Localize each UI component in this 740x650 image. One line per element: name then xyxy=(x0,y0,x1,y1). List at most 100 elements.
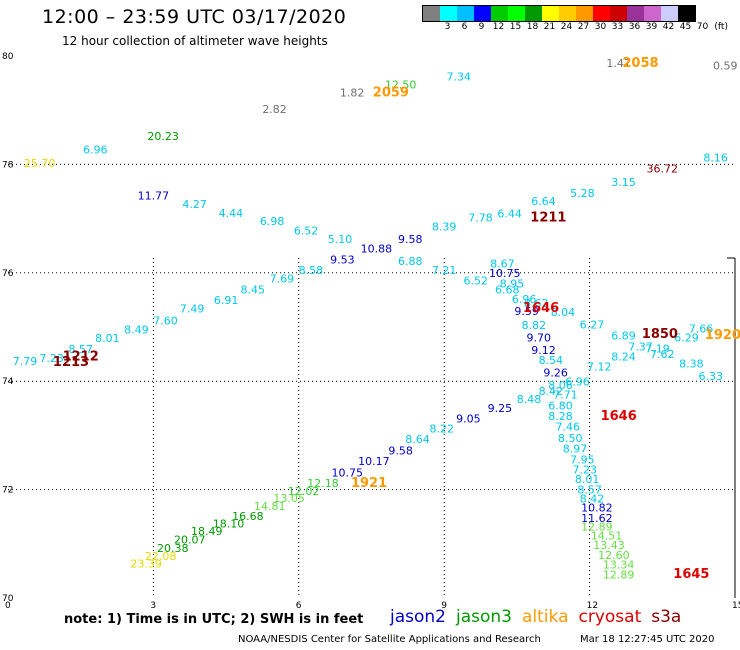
wave-height-label: 20.38 xyxy=(157,542,189,555)
wave-height-label: 7.23 xyxy=(573,463,598,476)
pass-time-label: 1921 xyxy=(351,476,387,491)
color-scale-label: 70 xyxy=(696,22,709,32)
color-scale-label: 12 xyxy=(492,22,505,32)
pass-time-label: 1850 xyxy=(642,327,678,342)
color-scale-label: 21 xyxy=(543,22,556,32)
wave-height-label: 9.12 xyxy=(531,344,556,357)
color-swatch xyxy=(559,6,576,21)
wave-height-label: 3.15 xyxy=(611,176,636,189)
wave-height-label: 7.60 xyxy=(153,314,178,327)
color-swatch xyxy=(678,6,695,21)
wave-height-points: 1.47 0.59 7.34 12.50 1.82 2.82 20.23 6.96 25.70 8… xyxy=(13,57,738,582)
y-tick-label: 76 xyxy=(2,269,14,279)
wave-height-label: 8.95 xyxy=(500,277,525,290)
color-scale-label: 15 xyxy=(509,22,522,32)
credit-line: NOAA/NESDIS Center for Satellite Applica… xyxy=(238,634,541,645)
color-scale-label: 33 xyxy=(611,22,624,32)
color-scale-label: 36 xyxy=(628,22,641,32)
wave-height-label: 25.70 xyxy=(24,157,56,170)
wave-height-label: 7.23 xyxy=(39,352,64,365)
wave-height-label: 6.29 xyxy=(674,332,699,345)
wave-height-label: 6.64 xyxy=(531,195,556,208)
page-subtitle: 12 hour collection of altimeter wave hei… xyxy=(62,34,328,48)
wave-height-label: 10.75 xyxy=(332,467,364,480)
pass-time-label: 1645 xyxy=(673,567,709,582)
wave-height-label: 6.44 xyxy=(497,208,522,221)
wave-height-label: 2.82 xyxy=(262,103,287,116)
wave-height-label: 6.88 xyxy=(398,255,423,268)
wave-height-label: 13.34 xyxy=(603,559,635,572)
wave-height-label: 7.66 xyxy=(689,322,714,335)
wave-height-label: 6.96 xyxy=(565,376,590,389)
color-swatch xyxy=(644,6,661,21)
legend-cryosat: cryosat xyxy=(578,607,642,627)
legend-jason3: jason3 xyxy=(456,607,512,627)
wave-height-label: 8.42 xyxy=(539,385,564,398)
wave-height-label: 36.72 xyxy=(647,163,679,176)
wave-height-label: 8.50 xyxy=(558,432,583,445)
wave-height-label: 4.27 xyxy=(182,198,207,211)
pass-time-label: 1920 xyxy=(705,328,740,343)
wave-height-label: 8.01 xyxy=(95,332,120,345)
color-scale-label: 6 xyxy=(461,22,468,32)
wave-height-label: 20.07 xyxy=(174,533,206,546)
wave-height-label: 8.04 xyxy=(551,306,576,319)
generated-timestamp: Mar 18 12:27:45 UTC 2020 xyxy=(580,634,715,645)
wave-height-label: 7.62 xyxy=(650,348,675,361)
wave-height-label: 8.54 xyxy=(539,354,564,367)
wave-height-label: 12.50 xyxy=(385,79,417,92)
legend-jason2: jason2 xyxy=(390,607,446,627)
wave-height-label: 8.24 xyxy=(611,351,636,364)
wave-height-label: 8.64 xyxy=(405,433,430,446)
wave-height-label: 4.44 xyxy=(219,207,244,220)
wave-height-label: 9.58 xyxy=(398,233,423,246)
units-label: (ft) xyxy=(714,22,728,32)
wave-height-label: 7.34 xyxy=(446,70,471,83)
wave-height-label: 23.39 xyxy=(130,558,162,571)
wave-height-label: 8.58 xyxy=(299,264,324,277)
wave-height-label: 8.62 xyxy=(524,297,549,310)
x-tick-label: 9 xyxy=(441,601,447,611)
wave-height-label: 6.52 xyxy=(294,224,319,237)
color-swatch xyxy=(457,6,474,21)
wave-height-label: 8.57 xyxy=(68,343,93,356)
x-tick-label: 3 xyxy=(150,601,156,611)
wave-height-label: 6.91 xyxy=(214,294,239,307)
y-tick-label: 78 xyxy=(2,160,14,170)
wave-height-label: 7.37 xyxy=(628,340,653,353)
wave-height-label: 7.49 xyxy=(180,302,205,315)
color-scale-label: 45 xyxy=(679,22,692,32)
wave-height-label: 8.82 xyxy=(522,319,547,332)
wave-height-label: 7.69 xyxy=(270,273,295,286)
wave-height-label: 6.52 xyxy=(463,275,488,288)
wave-height-label: 8.22 xyxy=(430,423,455,436)
wave-height-label: 18.10 xyxy=(213,518,245,531)
color-swatch xyxy=(525,6,542,21)
color-swatch xyxy=(576,6,593,21)
y-tick-label: 72 xyxy=(2,486,13,496)
pass-time-label: 1646 xyxy=(523,301,559,316)
wave-height-label: 8.28 xyxy=(548,410,573,423)
wave-height-label: 8.49 xyxy=(124,324,149,337)
wave-height-label: 6.96 xyxy=(512,293,537,306)
wave-height-label: 1.47 xyxy=(606,57,631,70)
page-title: 12:00 – 23:59 UTC 03/17/2020 xyxy=(42,6,347,28)
color-swatch xyxy=(491,6,508,21)
color-swatch xyxy=(593,6,610,21)
y-tick-label: 80 xyxy=(2,52,14,62)
pass-time-label: 1213 xyxy=(53,355,89,370)
color-swatch xyxy=(661,6,678,21)
color-scale-label: 9 xyxy=(478,22,485,32)
pass-time-label: 1646 xyxy=(601,409,637,424)
legend-s3a: s3a xyxy=(651,607,682,627)
wave-height-label: 8.16 xyxy=(703,152,728,165)
wave-height-label: 9.58 xyxy=(388,444,413,457)
color-swatch xyxy=(423,6,440,21)
x-tick-label: 6 xyxy=(296,601,302,611)
x-tick-label: 0 xyxy=(5,601,11,611)
wave-height-label: 16.68 xyxy=(232,510,264,523)
color-swatch xyxy=(610,6,627,21)
wave-height-label: 8.97 xyxy=(563,443,588,456)
